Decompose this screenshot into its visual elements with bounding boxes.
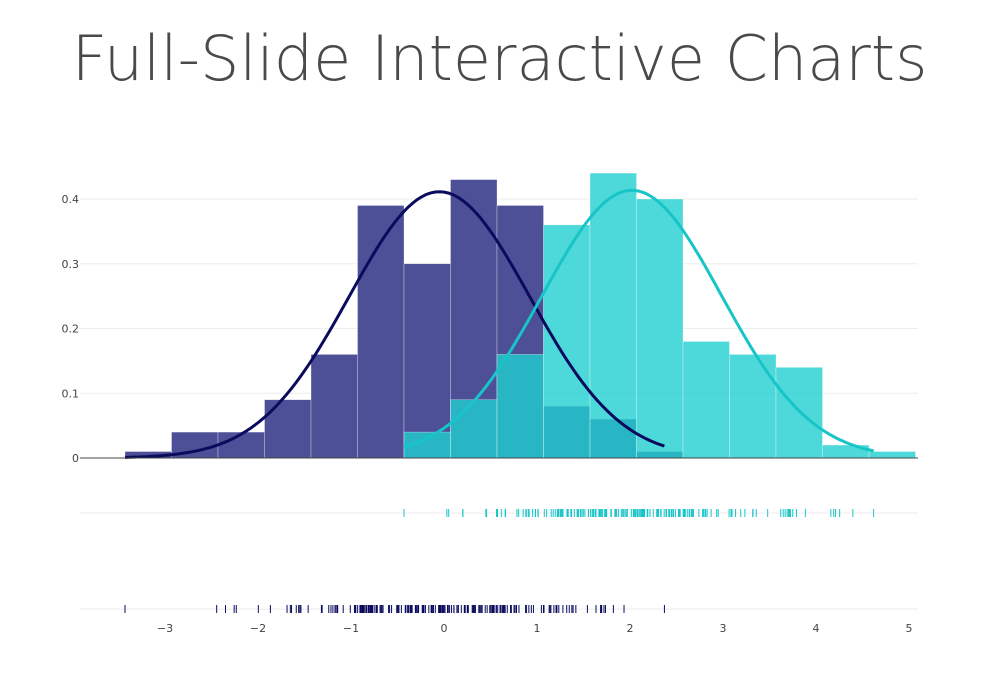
- x-tick-label: −1: [343, 622, 359, 635]
- histogram-bar[interactable]: [450, 399, 498, 459]
- histogram-bar[interactable]: [496, 354, 544, 459]
- histogram-bar[interactable]: [264, 399, 312, 459]
- histogram-bar[interactable]: [310, 354, 358, 459]
- histogram-bar[interactable]: [589, 172, 637, 459]
- x-tick-label: 1: [534, 622, 541, 635]
- x-tick-label: 4: [813, 622, 820, 635]
- density-curve-series-2[interactable]: [403, 188, 875, 453]
- x-tick-label: 0: [441, 622, 448, 635]
- y-axis: 0 0.1 0.2 0.3 0.4: [62, 193, 80, 465]
- histogram-bar[interactable]: [729, 354, 777, 459]
- x-tick-label: −3: [157, 622, 173, 635]
- y-tick-label: 0.3: [62, 258, 80, 271]
- y-tick-label: 0.1: [62, 387, 80, 400]
- page-title: Full-Slide Interactive Charts: [71, 22, 928, 95]
- rug-plot-series-2[interactable]: [403, 509, 875, 517]
- density-curve-series-1[interactable]: [124, 190, 665, 459]
- histogram-bar[interactable]: [543, 224, 591, 459]
- rug-plot-series-1[interactable]: [124, 605, 665, 613]
- histogram-bar[interactable]: [868, 451, 916, 459]
- y-tick-label: 0.4: [62, 193, 80, 206]
- x-tick-label: 5: [906, 622, 913, 635]
- histogram-bar[interactable]: [357, 205, 405, 459]
- histogram-bar[interactable]: [682, 341, 730, 459]
- y-tick-label: 0: [72, 452, 79, 465]
- x-axis: −3 −2 −1 0 1 2 3 4 5: [80, 457, 918, 635]
- histogram-bar[interactable]: [636, 198, 684, 459]
- histogram-bar[interactable]: [217, 431, 265, 459]
- x-tick-label: −2: [250, 622, 266, 635]
- y-tick-label: 0.2: [62, 323, 80, 336]
- x-tick-label: 3: [720, 622, 727, 635]
- histogram-bar[interactable]: [403, 263, 451, 459]
- x-tick-label: 2: [627, 622, 634, 635]
- histogram-series-2[interactable]: [403, 172, 916, 459]
